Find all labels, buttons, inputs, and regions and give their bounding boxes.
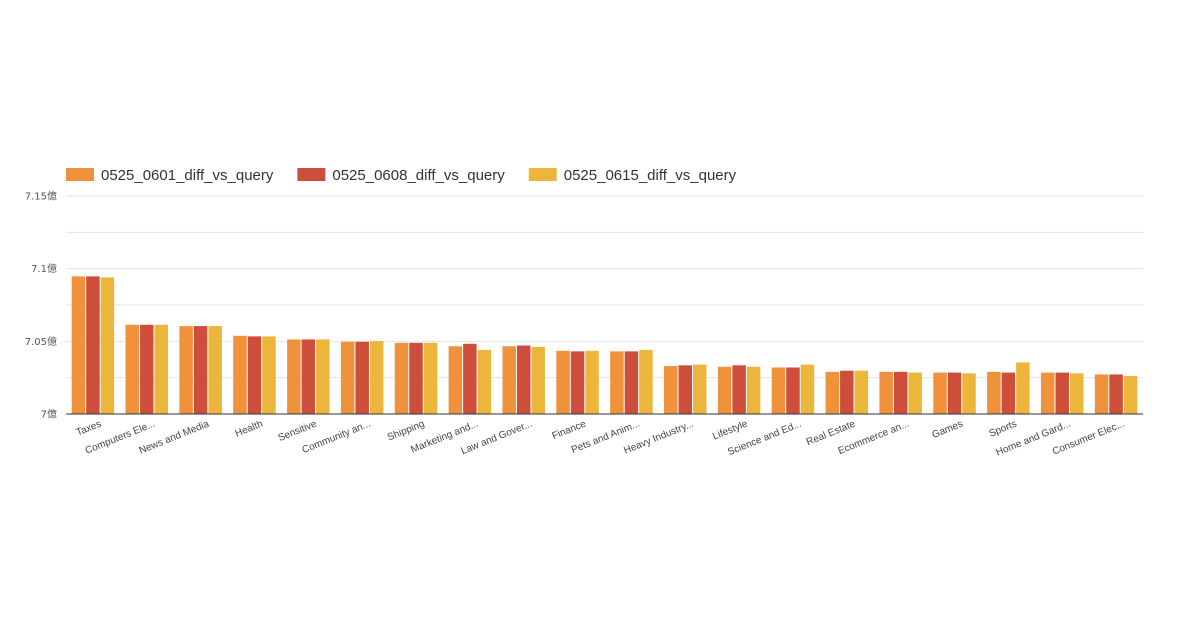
bar-0525_0615_diff_vs_query-12[interactable] (746, 366, 761, 414)
gridlines (66, 195, 1143, 379)
bar-0525_0601_diff_vs_query-13[interactable] (771, 367, 786, 414)
bar-0525_0601_diff_vs_query-1[interactable] (125, 324, 140, 414)
legend-swatch (297, 168, 326, 181)
bar-0525_0615_diff_vs_query-1[interactable] (154, 324, 169, 414)
bar-0525_0601_diff_vs_query-19[interactable] (1094, 374, 1109, 414)
bar-0525_0615_diff_vs_query-3[interactable] (262, 336, 276, 414)
y-tick-label: 7.05億 (25, 335, 57, 348)
bar-0525_0601_diff_vs_query-8[interactable] (502, 346, 516, 414)
x-category-label: Sports (988, 419, 1019, 440)
bar-0525_0615_diff_vs_query-4[interactable] (316, 339, 330, 414)
bar-0525_0608_diff_vs_query-16[interactable] (947, 372, 962, 414)
bar-0525_0608_diff_vs_query-11[interactable] (678, 365, 693, 414)
x-category-label: Health (234, 419, 265, 440)
y-tick-label: 7.1億 (31, 262, 57, 275)
bar-0525_0608_diff_vs_query-14[interactable] (840, 370, 854, 414)
x-category-label: Finance (551, 418, 589, 442)
bar-0525_0601_diff_vs_query-16[interactable] (933, 372, 947, 414)
bar-0525_0615_diff_vs_query-8[interactable] (531, 347, 545, 414)
bar-0525_0601_diff_vs_query-17[interactable] (987, 371, 1001, 414)
bar-0525_0615_diff_vs_query-19[interactable] (1123, 375, 1138, 414)
bar-0525_0601_diff_vs_query-5[interactable] (340, 341, 355, 414)
legend-item[interactable]: 0525_0615_diff_vs_query (528, 167, 737, 184)
bar-0525_0601_diff_vs_query-15[interactable] (879, 371, 893, 414)
bar-0525_0601_diff_vs_query-10[interactable] (610, 351, 624, 414)
bar-0525_0601_diff_vs_query-4[interactable] (287, 339, 301, 414)
x-category-label: Shipping (386, 419, 426, 444)
bar-0525_0615_diff_vs_query-18[interactable] (1069, 373, 1084, 414)
bar-0525_0608_diff_vs_query-12[interactable] (732, 365, 746, 414)
legend-item[interactable]: 0525_0608_diff_vs_query (297, 167, 505, 184)
bar-0525_0601_diff_vs_query-11[interactable] (664, 366, 678, 414)
bar-0525_0608_diff_vs_query-3[interactable] (247, 336, 262, 414)
y-tick-label: 7億 (41, 408, 57, 421)
legend-label: 0525_0601_diff_vs_query (101, 167, 274, 184)
bar-0525_0601_diff_vs_query-7[interactable] (448, 346, 463, 414)
bar-0525_0615_diff_vs_query-11[interactable] (693, 364, 707, 414)
bar-0525_0615_diff_vs_query-0[interactable] (100, 277, 115, 414)
legend-swatch (528, 168, 557, 181)
bar-0525_0615_diff_vs_query-9[interactable] (585, 350, 599, 414)
bar-0525_0615_diff_vs_query-14[interactable] (854, 370, 869, 414)
bar-0525_0608_diff_vs_query-1[interactable] (140, 324, 154, 414)
bar-0525_0608_diff_vs_query-5[interactable] (355, 341, 369, 414)
legend-label: 0525_0608_diff_vs_query (332, 167, 505, 184)
bar-0525_0615_diff_vs_query-17[interactable] (1016, 362, 1030, 414)
bar-0525_0615_diff_vs_query-16[interactable] (962, 373, 976, 414)
bar-0525_0615_diff_vs_query-7[interactable] (477, 349, 492, 414)
bar-0525_0608_diff_vs_query-19[interactable] (1109, 374, 1123, 414)
legend[interactable]: 0525_0601_diff_vs_query 0525_0608_diff_vs… (66, 167, 737, 184)
y-tick-label: 7.15億 (25, 190, 57, 203)
bar-0525_0601_diff_vs_query-9[interactable] (556, 350, 570, 414)
bar-0525_0601_diff_vs_query-14[interactable] (825, 371, 840, 414)
legend-item[interactable]: 0525_0601_diff_vs_query (66, 167, 274, 184)
bar-0525_0615_diff_vs_query-2[interactable] (208, 326, 222, 414)
bar-0525_0601_diff_vs_query-12[interactable] (717, 366, 732, 414)
bar-0525_0615_diff_vs_query-10[interactable] (639, 349, 653, 414)
bar-0525_0601_diff_vs_query-18[interactable] (1040, 372, 1055, 414)
bar-0525_0608_diff_vs_query-18[interactable] (1055, 372, 1069, 414)
bar-0525_0615_diff_vs_query-6[interactable] (423, 342, 438, 414)
bar-0525_0608_diff_vs_query-15[interactable] (893, 371, 908, 414)
bar-0525_0601_diff_vs_query-0[interactable] (71, 276, 86, 414)
x-category-label: Taxes (75, 419, 103, 439)
bar-0525_0608_diff_vs_query-6[interactable] (409, 342, 423, 414)
bars (71, 276, 1138, 414)
bar-0525_0601_diff_vs_query-3[interactable] (233, 335, 247, 414)
bar-0525_0608_diff_vs_query-7[interactable] (463, 343, 477, 414)
bar-0525_0601_diff_vs_query-6[interactable] (394, 342, 409, 414)
bar-0525_0615_diff_vs_query-13[interactable] (800, 364, 815, 414)
bar-0525_0608_diff_vs_query-13[interactable] (786, 367, 800, 414)
bar-0525_0608_diff_vs_query-4[interactable] (301, 339, 316, 414)
bar-0525_0615_diff_vs_query-5[interactable] (369, 341, 384, 414)
bar-0525_0608_diff_vs_query-0[interactable] (86, 276, 100, 414)
x-category-label: Games (931, 419, 965, 441)
bar-0525_0608_diff_vs_query-17[interactable] (1001, 372, 1016, 414)
legend-swatch (66, 168, 94, 181)
bar-0525_0608_diff_vs_query-2[interactable] (193, 326, 208, 414)
bar-0525_0608_diff_vs_query-10[interactable] (624, 351, 639, 414)
legend-label: 0525_0615_diff_vs_query (564, 167, 737, 184)
y-axis-tick-labels: 7.15億 7.1億 7.05億 7億 (25, 190, 57, 421)
x-category-label: Lifestyle (711, 418, 750, 442)
bar-0525_0601_diff_vs_query-2[interactable] (179, 326, 193, 414)
bar-0525_0608_diff_vs_query-8[interactable] (516, 345, 531, 414)
bar-0525_0608_diff_vs_query-9[interactable] (570, 351, 585, 414)
bar-0525_0615_diff_vs_query-15[interactable] (908, 372, 922, 414)
